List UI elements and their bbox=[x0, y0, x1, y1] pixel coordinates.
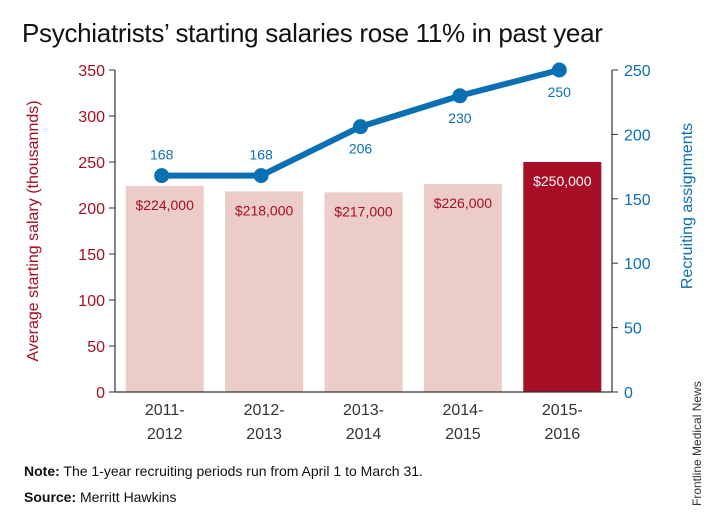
salary-bar-label: $217,000 bbox=[334, 203, 393, 219]
chart-title: Psychiatrists’ starting salaries rose 11… bbox=[22, 18, 603, 48]
x-axis-tick-label: 2013- bbox=[343, 402, 384, 419]
x-axis-tick-label: 2014- bbox=[442, 402, 483, 419]
right-axis-tick-label: 50 bbox=[624, 321, 642, 338]
x-axis-tick-label: 2014 bbox=[346, 426, 382, 443]
salary-bar-label: $224,000 bbox=[135, 197, 194, 213]
assignments-point bbox=[551, 62, 567, 78]
salary-bar bbox=[523, 162, 602, 392]
source-label: Source: bbox=[24, 489, 77, 505]
credit-text: Frontline Medical News bbox=[690, 381, 704, 506]
source-text: Merritt Hawkins bbox=[80, 489, 177, 505]
salary-bar bbox=[125, 185, 204, 392]
left-axis-tick-label: 150 bbox=[78, 247, 105, 264]
salary-bar-label: $250,000 bbox=[533, 173, 592, 189]
right-axis-tick-label: 150 bbox=[624, 192, 651, 209]
left-axis-tick-label: 100 bbox=[78, 293, 105, 310]
note-label: Note: bbox=[24, 463, 60, 479]
salary-bar-label: $226,000 bbox=[434, 195, 493, 211]
assignments-point bbox=[154, 168, 170, 184]
x-axis-tick-label: 2015- bbox=[542, 402, 583, 419]
right-axis-title: Recruiting assignments bbox=[679, 123, 696, 289]
left-axis-tick-label: 350 bbox=[78, 63, 105, 80]
right-axis-tick-label: 200 bbox=[624, 127, 651, 144]
x-axis-tick-label: 2011- bbox=[145, 402, 185, 419]
x-axis-tick-label: 2016 bbox=[545, 426, 581, 443]
note-text: The 1-year recruiting periods run from A… bbox=[63, 463, 423, 479]
left-axis-tick-label: 300 bbox=[78, 109, 105, 126]
right-axis-tick-label: 100 bbox=[624, 256, 651, 273]
left-axis-tick-label: 50 bbox=[87, 339, 105, 356]
left-axis-tick-label: 0 bbox=[96, 385, 105, 402]
x-axis-tick-label: 2015 bbox=[445, 426, 481, 443]
left-axis-tick-label: 250 bbox=[78, 155, 105, 172]
assignments-label: 230 bbox=[448, 110, 472, 126]
assignments-point bbox=[353, 119, 368, 135]
assignments-point bbox=[452, 88, 468, 104]
assignments-label: 168 bbox=[249, 147, 273, 163]
chart-source: Source: Merritt Hawkins bbox=[24, 489, 176, 505]
salary-bar bbox=[225, 191, 304, 392]
assignments-label: 206 bbox=[349, 141, 373, 157]
left-axis-title: Average starting salary (thousannds) bbox=[25, 100, 42, 361]
salary-bar bbox=[423, 184, 502, 392]
right-axis-tick-label: 0 bbox=[624, 385, 633, 402]
left-axis-tick-label: 200 bbox=[78, 201, 105, 218]
salary-bar bbox=[324, 192, 403, 392]
assignments-label: 250 bbox=[548, 84, 572, 100]
x-axis-tick-label: 2012 bbox=[147, 426, 183, 443]
chart-note: Note: The 1-year recruiting periods run … bbox=[24, 463, 423, 479]
assignments-label: 168 bbox=[150, 147, 174, 163]
x-axis-tick-label: 2013 bbox=[246, 426, 282, 443]
salary-bar-label: $218,000 bbox=[235, 202, 294, 218]
x-axis-tick-label: 2012- bbox=[244, 402, 285, 419]
right-axis-tick-label: 250 bbox=[624, 63, 651, 80]
assignments-point bbox=[253, 168, 269, 184]
